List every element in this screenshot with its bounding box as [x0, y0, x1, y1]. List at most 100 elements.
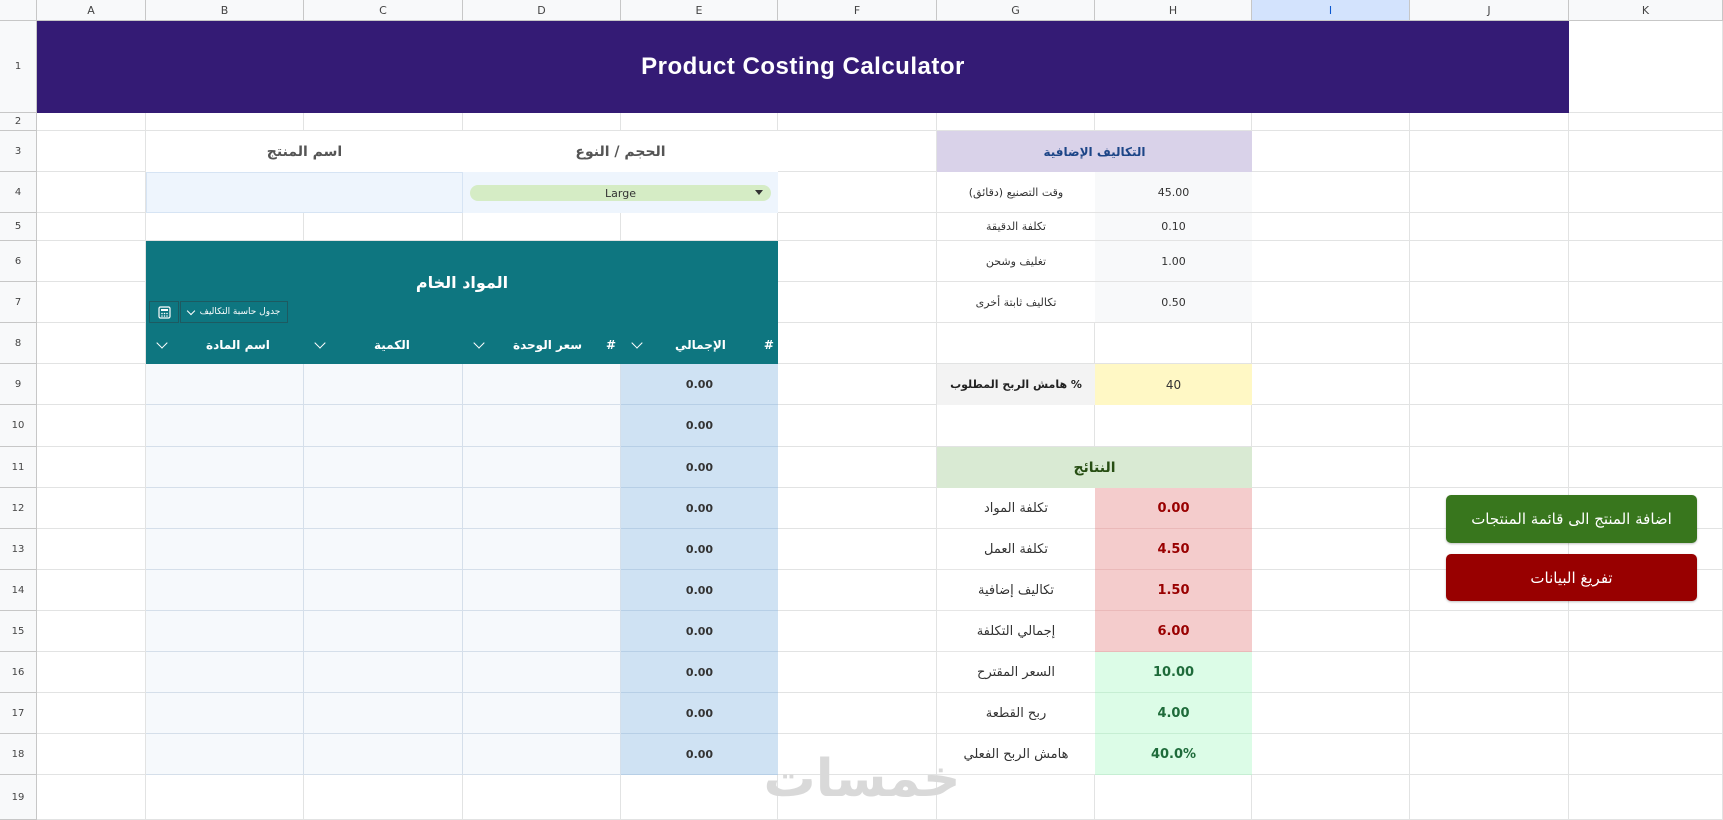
grid-vline	[936, 21, 937, 820]
row-header-11[interactable]: 11	[0, 447, 37, 488]
calculator-icon-button[interactable]	[149, 301, 179, 323]
quantity-cell[interactable]	[304, 693, 463, 734]
additional-cost-value[interactable]: 1.00	[1095, 241, 1252, 282]
row-header-10[interactable]: 10	[0, 405, 37, 447]
unit-price-cell[interactable]	[463, 364, 621, 405]
unit-price-cell[interactable]	[463, 611, 621, 652]
chevron-down-icon	[314, 337, 326, 349]
column-header-E[interactable]: E	[621, 0, 778, 21]
result-label: ربح القطعة	[937, 693, 1095, 734]
column-header-H[interactable]: H	[1095, 0, 1252, 21]
row-header-3[interactable]: 3	[0, 131, 37, 172]
additional-cost-label: تغليف وشحن	[937, 241, 1095, 282]
quantity-cell[interactable]	[304, 488, 463, 529]
unit-price-cell[interactable]	[463, 570, 621, 611]
col-material-header[interactable]: اسم المادة	[146, 330, 304, 360]
grid-vline	[1568, 21, 1569, 820]
total-cell: 0.00	[621, 652, 778, 693]
grid-hline	[37, 651, 1723, 652]
select-all-corner[interactable]	[0, 0, 37, 21]
row-header-9[interactable]: 9	[0, 364, 37, 405]
result-value: 6.00	[1095, 611, 1252, 652]
row-header-15[interactable]: 15	[0, 611, 37, 652]
table-name-chip[interactable]: جدول حاسبة التكاليف	[180, 301, 288, 323]
material-cell[interactable]	[146, 734, 304, 775]
material-cell[interactable]	[146, 529, 304, 570]
product-size-dropdown[interactable]: Large	[470, 185, 771, 201]
column-header-A[interactable]: A	[37, 0, 146, 21]
row-header-5[interactable]: 5	[0, 213, 37, 241]
row-header-14[interactable]: 14	[0, 570, 37, 611]
row-header-2[interactable]: 2	[0, 113, 37, 131]
row-header-12[interactable]: 12	[0, 488, 37, 529]
grid-vline	[1094, 21, 1095, 820]
material-cell[interactable]	[146, 570, 304, 611]
results-title: النتائج	[937, 447, 1252, 488]
material-cell[interactable]	[146, 611, 304, 652]
row-header-17[interactable]: 17	[0, 693, 37, 734]
row-header-4[interactable]: 4	[0, 172, 37, 213]
unit-price-cell[interactable]	[463, 447, 621, 488]
unit-price-cell[interactable]	[463, 488, 621, 529]
result-label: إجمالي التكلفة	[937, 611, 1095, 652]
material-cell[interactable]	[146, 447, 304, 488]
result-label: تكلفة العمل	[937, 529, 1095, 570]
quantity-cell[interactable]	[304, 570, 463, 611]
total-cell: 0.00	[621, 488, 778, 529]
chevron-down-icon	[473, 337, 485, 349]
quantity-cell[interactable]	[304, 405, 463, 447]
column-header-B[interactable]: B	[146, 0, 304, 21]
row-header-1[interactable]: 1	[0, 21, 37, 113]
material-cell[interactable]	[146, 652, 304, 693]
row-header-8[interactable]: 8	[0, 323, 37, 364]
column-header-F[interactable]: F	[778, 0, 937, 21]
column-header-G[interactable]: G	[937, 0, 1095, 21]
unit-price-cell[interactable]	[463, 529, 621, 570]
grid-vline	[1409, 21, 1410, 820]
column-header-J[interactable]: J	[1410, 0, 1569, 21]
column-header-K[interactable]: K	[1569, 0, 1723, 21]
quantity-cell[interactable]	[304, 734, 463, 775]
unit-price-cell[interactable]	[463, 652, 621, 693]
column-header-I[interactable]: I	[1252, 0, 1410, 21]
quantity-cell[interactable]	[304, 364, 463, 405]
total-cell: 0.00	[621, 405, 778, 447]
chevron-down-icon	[156, 337, 168, 349]
material-cell[interactable]	[146, 364, 304, 405]
clear-data-button[interactable]: تفريغ البيانات	[1446, 554, 1697, 601]
unit-price-cell[interactable]	[463, 693, 621, 734]
column-header-C[interactable]: C	[304, 0, 463, 21]
row-header-6[interactable]: 6	[0, 241, 37, 282]
quantity-cell[interactable]	[304, 529, 463, 570]
total-cell: 0.00	[621, 447, 778, 488]
col-unit-price-header[interactable]: سعر الوحدة #	[463, 330, 621, 360]
grid-hline	[37, 130, 1723, 131]
col-quantity-header[interactable]: الكمية	[304, 330, 463, 360]
additional-cost-value[interactable]: 45.00	[1095, 172, 1252, 213]
additional-cost-value[interactable]: 0.10	[1095, 213, 1252, 241]
add-product-button[interactable]: اضافة المنتج الى قائمة المنتجات	[1446, 495, 1697, 543]
product-name-input[interactable]	[146, 172, 463, 213]
row-header-16[interactable]: 16	[0, 652, 37, 693]
quantity-cell[interactable]	[304, 652, 463, 693]
unit-price-cell[interactable]	[463, 405, 621, 447]
grid-hline	[37, 774, 1723, 775]
col-total-label: الإجمالي	[675, 338, 726, 352]
material-cell[interactable]	[146, 693, 304, 734]
additional-cost-value[interactable]: 0.50	[1095, 282, 1252, 323]
quantity-cell[interactable]	[304, 611, 463, 652]
row-header-19[interactable]: 19	[0, 775, 37, 820]
material-cell[interactable]	[146, 488, 304, 529]
quantity-cell[interactable]	[304, 447, 463, 488]
col-total-header[interactable]: الإجمالي #	[621, 330, 778, 360]
profit-margin-input[interactable]: 40	[1095, 364, 1252, 405]
row-header-13[interactable]: 13	[0, 529, 37, 570]
unit-price-cell[interactable]	[463, 734, 621, 775]
grid-hline	[37, 692, 1723, 693]
row-header-7[interactable]: 7	[0, 282, 37, 323]
column-header-D[interactable]: D	[463, 0, 621, 21]
material-cell[interactable]	[146, 405, 304, 447]
result-value: 4.00	[1095, 693, 1252, 734]
col-quantity-label: الكمية	[374, 338, 410, 352]
row-header-18[interactable]: 18	[0, 734, 37, 775]
